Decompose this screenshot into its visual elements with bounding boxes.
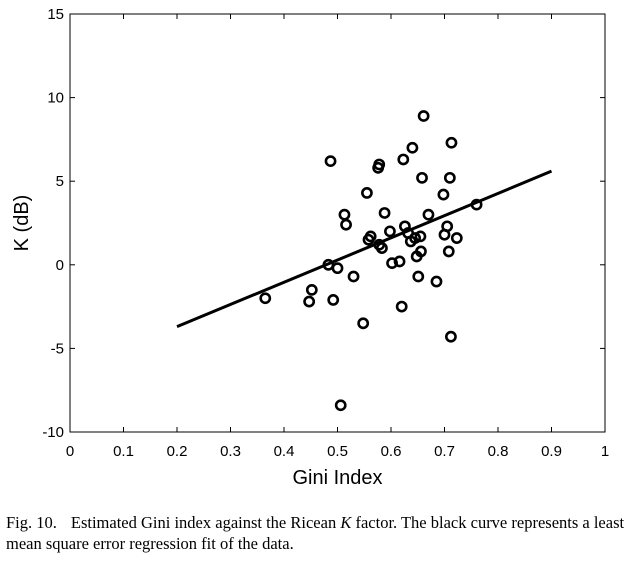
x-tick-label: 0.6 [381,443,402,460]
x-tick-label: 0.8 [488,443,509,460]
caption-italic-k: K [340,513,352,532]
data-point [373,158,386,171]
y-tick-label: 10 [47,90,64,107]
data-point [445,136,458,149]
data-point [305,283,318,296]
figure-caption: Fig. 10. Estimated Gini index against the… [6,512,626,554]
caption-label: Fig. 10. [6,513,57,532]
data-point [331,262,344,275]
data-point [470,198,483,211]
x-tick-label: 0.3 [220,443,241,460]
data-point [378,207,391,219]
x-tick-label: 0.4 [274,443,295,460]
y-tick-label: 5 [56,173,64,190]
data-point [386,257,398,270]
data-point [327,294,340,306]
data-point [357,317,370,330]
x-tick-label: 0.2 [167,443,188,460]
data-point [406,141,419,154]
data-point [441,220,454,233]
y-axis-title: K (dB) [11,195,33,252]
data-point [334,399,347,412]
data-point [417,110,430,122]
data-point [450,232,463,244]
data-point [347,270,360,283]
plot-area-box [69,13,606,433]
data-point [442,245,455,258]
data-point [414,230,427,243]
data-point [412,270,425,283]
x-tick-label: 0.1 [113,443,134,460]
data-point [416,171,428,184]
x-axis-title: Gini Index [292,467,382,489]
fit-line-group [176,169,553,329]
regression-fit-line [176,169,553,329]
x-tick-label: 0.9 [541,443,562,460]
data-point [393,255,406,268]
data-point [376,242,388,254]
data-point [384,225,396,238]
data-point [443,171,456,184]
data-point [409,232,421,244]
axis-ticks: 0 0.1 0.2 0.3 0.4 0.5 0.6 0.7 0.8 0.9 1 15 10 5 0 -5 -10 [42,6,609,460]
caption-text-end: factor. The black curve represents a lea… [6,513,625,553]
caption-text-start: Estimated Gini index against the Ricean [70,513,341,532]
y-tick-label: 0 [56,257,64,274]
data-point [361,187,373,199]
y-tick-label: 15 [47,6,64,23]
y-tick-label: -10 [42,424,64,441]
x-tick-label: 0.5 [327,443,348,460]
data-point [422,208,435,221]
data-point [340,218,352,231]
data-point [259,292,272,305]
y-tick-label: -5 [51,340,64,357]
x-tick-label: 0.7 [434,443,455,460]
data-point [445,330,457,343]
data-point [338,208,351,221]
data-point [430,275,443,288]
data-point [303,295,316,308]
data-point [324,155,337,168]
x-tick-label: 0 [66,443,74,460]
data-point [364,230,377,243]
data-point [437,188,450,201]
data-point [395,300,408,313]
scatter-chart: 0 0.1 0.2 0.3 0.4 0.5 0.6 0.7 0.8 0.9 1 15 10 5 0 -5 -10… [11,6,609,489]
data-points [259,110,483,412]
data-point [397,153,410,166]
x-tick-label: 1 [601,443,609,460]
data-point [415,245,427,258]
